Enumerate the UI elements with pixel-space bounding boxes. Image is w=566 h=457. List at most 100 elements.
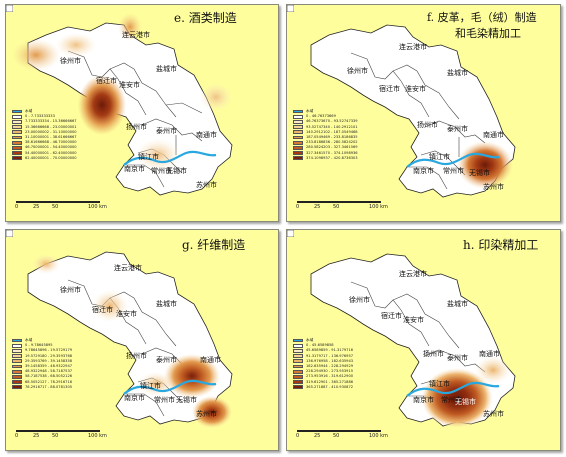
legend-swatch [293, 151, 303, 155]
density-zone [12, 39, 60, 71]
city-label-huaian: 淮安市 [116, 310, 137, 318]
legend-label: 水域 [25, 109, 33, 113]
panel-title: f. 皮革，毛（绒）制造 [427, 11, 537, 24]
legend-item: 9.78645896 - 19.5729179 [12, 348, 72, 353]
legend-label: 31.10000001 - 38.61666667 [25, 134, 77, 139]
legend-label: 136.976958 - 182.635943 [306, 358, 354, 363]
legend-swatch [293, 380, 303, 384]
city-label-yancheng: 盐城市 [156, 300, 177, 308]
map-canvas [310, 253, 516, 428]
map-frame-icon [6, 230, 13, 237]
legend-item: 39.1458359 - 48.9322947 [12, 364, 72, 369]
legend-swatch [293, 343, 303, 348]
city-label-suzhou: 苏州市 [483, 183, 504, 191]
city-label-suzhou: 苏州市 [196, 410, 217, 418]
map-frame-icon [287, 5, 294, 12]
map-panel-e: e. 酒类制造 连云港市 徐州市 盐城市 宿迁市 淮安市 扬州市 泰州市 南通市… [5, 4, 279, 222]
legend-swatch [293, 349, 303, 353]
legend-swatch [12, 359, 22, 364]
legend-swatch [12, 354, 22, 359]
legend-swatch [293, 146, 303, 150]
city-label-zhenjiang: 镇江市 [140, 382, 161, 390]
density-zone [56, 33, 96, 57]
city-label-yangzhou: 扬州市 [126, 352, 147, 360]
legend-label: 273.953916 - 319.612900 [306, 374, 354, 379]
legend-label: 48.9322948 - 58.7187537 [25, 369, 73, 374]
legend-swatch [293, 364, 303, 369]
density-hotspot [78, 75, 126, 135]
city-label-yangzhou: 扬州市 [423, 350, 444, 358]
legend-swatch [293, 156, 303, 161]
city-label-taizhou: 泰州市 [156, 356, 177, 364]
legend-swatch [293, 140, 303, 145]
legend-item: 365.271887 - 410.930872 [293, 385, 353, 390]
legend-label: 46.70000001 - 54.40000000 [25, 145, 77, 150]
city-label-lianyungang: 连云港市 [122, 31, 150, 39]
scale-label: 100 km [369, 204, 388, 210]
legend-item: 0 - 7.733333333 [12, 114, 77, 119]
map-panel-h: h. 印染精加工 连云港市 徐州市 盐城市 宿迁市 淮安市 扬州市 泰州市 南通… [286, 229, 561, 451]
legend-label: 29.3593769 - 39.1458358 [25, 358, 73, 363]
legend-label: 327.3461570 - 374.1098936 [306, 150, 358, 155]
legend-label: 0 - 45.6589858 [306, 343, 334, 348]
legend-swatch [12, 135, 22, 140]
legend-label: 91.3179717 - 136.976957 [306, 353, 354, 358]
legend-swatch [12, 109, 22, 114]
city-label-zhenjiang: 镇江市 [429, 153, 450, 161]
legend-item: 140.2912102 - 187.0549468 [293, 130, 358, 135]
city-label-nanjing: 南京市 [413, 167, 434, 175]
legend-swatch [12, 349, 22, 353]
map-frame-icon [6, 5, 13, 12]
legend-label: 233.8186836 - 280.5824202 [306, 140, 358, 145]
legend-item: 68.5052127 - 78.2916716 [12, 380, 72, 385]
city-label-nanjing: 南京市 [413, 396, 434, 404]
legend-label: 9.78645896 - 19.5729179 [25, 348, 73, 353]
legend-item: 0 - 9.78645895 [12, 343, 72, 348]
legend-item: 45.6589859 - 91.3179716 [293, 348, 353, 353]
city-label-huaian: 淮安市 [119, 81, 140, 89]
legend-label: 182.635944 - 228.294929 [306, 363, 354, 368]
map-canvas [12, 13, 233, 196]
scale-label: 0 [15, 433, 19, 439]
density-zone [92, 290, 128, 322]
legend-label: 280.5824203 - 327.3461569 [306, 145, 358, 150]
map-panel-f: f. 皮革，毛（绒）制造 和毛染精加工 连云港市 徐州市 盐城市 宿迁市 淮安市… [286, 4, 561, 222]
legend-swatch [293, 385, 303, 390]
city-label-taizhou: 泰州市 [447, 125, 468, 133]
city-label-suqian: 宿迁市 [381, 312, 402, 320]
legend-swatch [12, 125, 22, 130]
scale-label: 0 [15, 204, 19, 210]
legend-label: 0 - 7.733333333 [25, 114, 55, 119]
scale-label: 25 [33, 433, 40, 439]
city-label-suqian: 宿迁市 [379, 85, 400, 93]
density-hotspot [192, 396, 232, 428]
legend-item: 136.976958 - 182.635943 [293, 359, 353, 364]
map-canvas [310, 24, 516, 198]
city-label-zhenjiang: 镇江市 [138, 153, 159, 161]
legend-swatch [293, 375, 303, 379]
city-label-zhenjiang: 镇江市 [429, 380, 450, 388]
legend-label: 54.40000001 - 62.40000000 [25, 150, 77, 155]
scale-bar-graphic [16, 201, 100, 203]
legend-swatch [12, 338, 22, 343]
city-label-xuzhou: 徐州市 [347, 67, 368, 75]
city-label-huaian: 淮安市 [405, 85, 426, 93]
legend-item: 19.5729180 - 29.3593768 [12, 354, 72, 359]
scale-label: 25 [33, 204, 40, 210]
river-line [123, 379, 217, 395]
legend-item: 7.733333334 - 15.36666667 [12, 119, 77, 124]
city-label-suqian: 宿迁市 [92, 306, 113, 314]
legend-label: 水域 [306, 109, 314, 113]
city-label-wuxi: 无锡市 [469, 169, 490, 177]
city-label-yancheng: 盐城市 [156, 65, 177, 73]
legend-item: 187.0549469 - 233.8186835 [293, 135, 358, 140]
legend-swatch [12, 364, 22, 369]
legend-swatch [12, 140, 22, 145]
legend-item: 327.3461570 - 374.1098936 [293, 151, 358, 156]
scale-bar: 0 25 50 100 km [15, 430, 107, 442]
legend-swatch [293, 338, 303, 343]
legend-item: 54.40000001 - 62.40000000 [12, 151, 77, 156]
legend-swatch [293, 359, 303, 364]
city-label-nantong: 南通市 [479, 350, 500, 358]
legend-swatch [293, 109, 303, 114]
